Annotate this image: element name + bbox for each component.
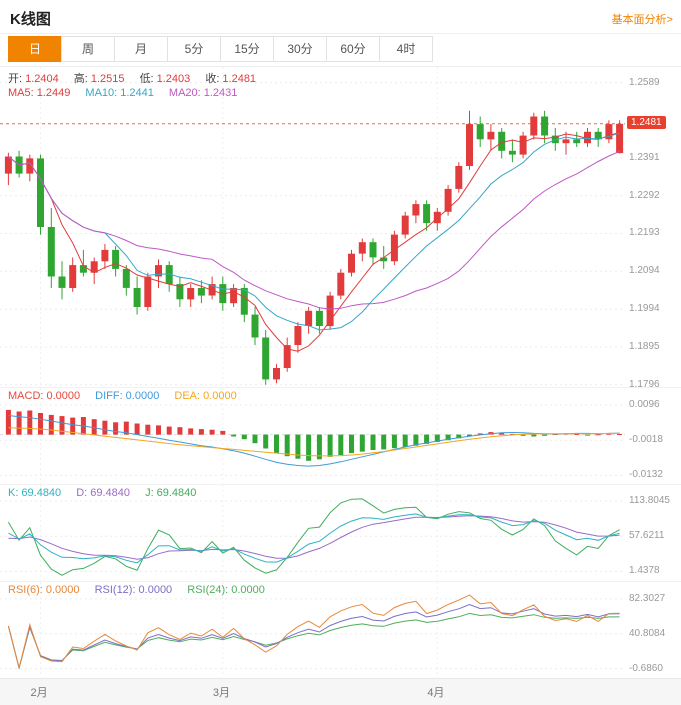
low-value: 1.2403 [156,73,191,85]
y-axis-label: 1.2589 [629,76,660,88]
y-axis-label: 40.8084 [629,627,666,639]
y-axis-label: 1.4378 [629,565,660,577]
k-value: 69.4840 [21,487,62,499]
rsi24-label: RSI(24): [187,584,229,596]
rsi12-value: 0.0000 [138,584,173,596]
main-chart-panel [0,67,625,387]
panel-divider [0,581,681,582]
main-chart-canvas[interactable] [0,67,625,387]
candles-series [4,110,624,385]
panel-divider [0,484,681,485]
y-axis-label: 57.6211 [629,530,665,542]
dea-label: DEA: [174,390,201,402]
d-value: 69.4840 [90,487,130,499]
ohlc-legend: 开: 1.2404 高: 1.2515 低: 1.2403 收: 1.2481 [8,70,268,86]
y-axis-label: 1.1796 [629,378,660,390]
ma10-label: MA10: [85,87,118,99]
diff-value: 0.0000 [125,390,160,402]
rsi-canvas[interactable] [0,582,625,677]
kdj-legend: K: 69.4840 D: 69.4840 J: 69.4840 [8,487,208,499]
x-axis-label: 3月 [212,687,230,699]
y-axis-label: -0.0018 [629,434,663,446]
rsi6-value: 0.0000 [45,584,80,596]
open-value: 1.2404 [25,73,59,85]
y-axis-label: 1.2391 [629,152,660,164]
page-title: K线图 [10,11,51,28]
y-axis-label: 1.1895 [629,341,660,352]
y-axis-label: -0.6860 [629,662,663,674]
y-axis-label: 82.3027 [629,592,666,604]
y-axis-label: 113.8045 [629,494,670,506]
dea-value: 0.0000 [203,390,237,402]
rsi6-label: RSI(6): [8,584,43,596]
ma-legend: MA5: 1.2449 MA10: 1.2441 MA20: 1.2431 [8,87,249,99]
tab-15分[interactable]: 15分 [220,36,274,62]
macd-panel [0,388,625,484]
y-axis-label: -0.0132 [629,469,663,481]
high-label: 高: [73,73,88,85]
kdj-canvas[interactable] [0,485,625,581]
macd-legend: MACD: 0.0000 DIFF: 0.0000 DEA: 0.0000 [8,390,249,402]
macd-canvas[interactable] [0,388,625,484]
high-value: 1.2515 [90,73,125,85]
close-value: 1.2481 [222,73,257,85]
tab-周[interactable]: 周 [61,36,115,62]
x-axis-label: 2月 [30,687,48,699]
tab-30分[interactable]: 30分 [273,36,327,62]
macd-label: MACD: [8,390,44,402]
x-axis-label: 4月 [427,687,445,699]
ma5-label: MA5: [8,87,34,99]
k-label: K: [8,487,19,499]
j-label: J: [145,487,154,499]
macd-value: 0.0000 [46,390,81,402]
tab-60分[interactable]: 60分 [326,36,380,62]
j-value: 69.4840 [156,487,197,499]
rsi-panel [0,582,625,677]
panel-divider [0,387,681,388]
diff-label: DIFF: [95,390,123,402]
rsi-legend: RSI(6): 0.0000 RSI(12): 0.0000 RSI(24): 0.0… [8,584,277,596]
y-axis-label: 0.0096 [629,398,660,410]
x-axis-strip [0,678,681,705]
tab-月[interactable]: 月 [114,36,168,62]
rsi12-label: RSI(12): [94,584,136,596]
current-price-tag: 1.2481 [627,115,666,129]
kdj-panel [0,485,625,581]
d-label: D: [76,487,88,499]
low-label: 低: [139,73,154,85]
ma5-value: 1.2449 [36,87,71,99]
y-axis-label: 1.2094 [629,265,660,277]
ma10-value: 1.2441 [120,87,154,99]
tab-5分[interactable]: 5分 [167,36,221,62]
close-label: 收: [205,73,220,85]
ma20-label: MA20: [168,87,201,99]
ma20-value: 1.2431 [203,87,238,99]
interval-tabbar: 日周月 5分 15分 30分 60分 4时 [8,36,433,62]
y-axis-label: 1.2193 [629,227,660,239]
tabbar-divider [0,66,681,67]
tab-4时[interactable]: 4时 [379,36,433,62]
open-label: 开: [8,73,23,85]
tab-日[interactable]: 日 [8,36,62,62]
rsi24-value: 0.0000 [231,584,265,596]
header: K线图 基本面分析> [0,0,681,34]
y-axis-label: 1.1994 [629,303,660,315]
y-axis-label: 1.2292 [629,189,660,201]
fundamental-analysis-link[interactable]: 基本面分析> [611,14,673,26]
